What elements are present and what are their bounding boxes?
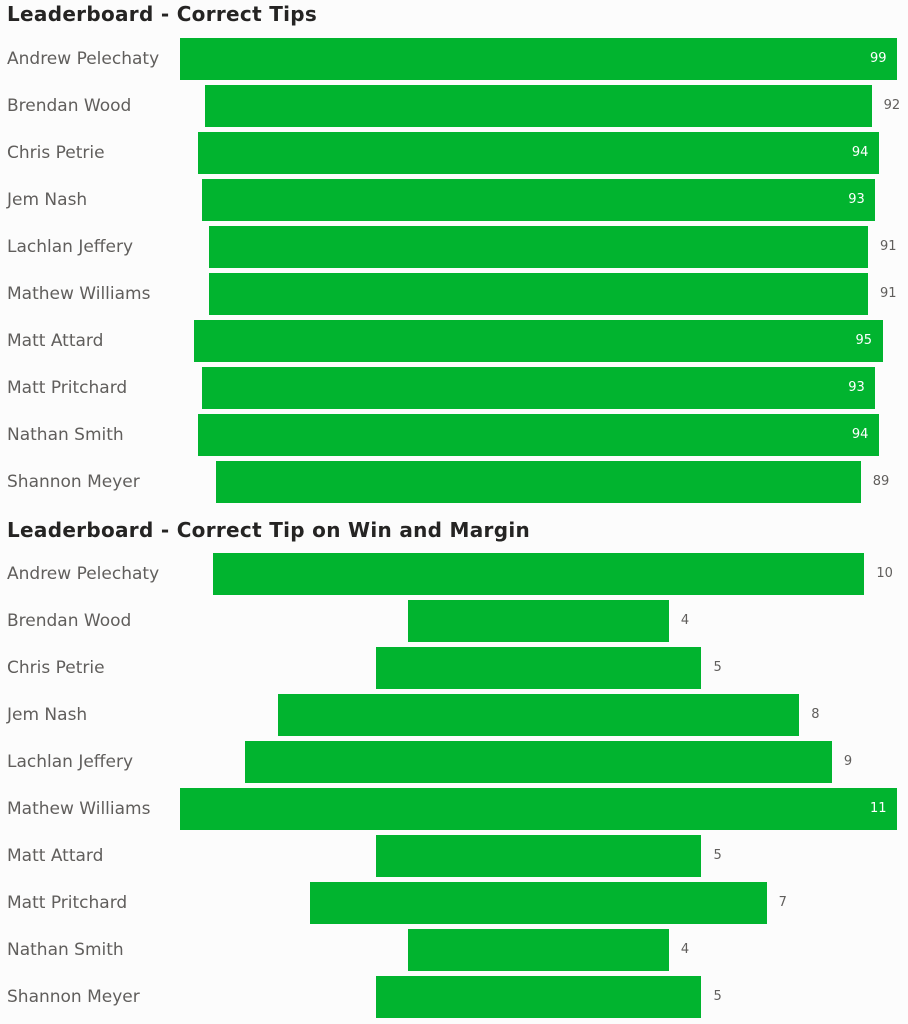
category-label: Nathan Smith xyxy=(7,425,124,445)
data-label: 9 xyxy=(843,754,853,769)
chart-title: Leaderboard - Correct Tips xyxy=(7,2,318,26)
category-label: Chris Petrie xyxy=(7,143,105,163)
bar[interactable] xyxy=(208,273,869,315)
bar[interactable] xyxy=(180,38,897,80)
data-label: 5 xyxy=(713,660,722,675)
bar[interactable] xyxy=(198,132,879,174)
bar[interactable] xyxy=(408,929,669,971)
bar[interactable] xyxy=(205,85,872,127)
bar[interactable] xyxy=(408,600,669,642)
bar[interactable] xyxy=(277,694,800,736)
category-label: Matt Pritchard xyxy=(7,893,128,913)
category-label: Matt Attard xyxy=(7,846,104,866)
category-label: Jem Nash xyxy=(7,705,88,725)
bar[interactable] xyxy=(212,553,865,595)
data-label: 93 xyxy=(848,192,865,207)
data-label: 89 xyxy=(872,474,890,489)
bar[interactable] xyxy=(208,226,869,268)
category-label: Brendan Wood xyxy=(7,611,132,631)
data-label: 93 xyxy=(848,380,865,395)
chart-title: Leaderboard - Correct Tip on Win and Mar… xyxy=(7,518,531,542)
correct-tip-win-margin-chart: Leaderboard - Correct Tip on Win and Mar… xyxy=(0,515,908,1024)
data-label: 5 xyxy=(713,989,722,1004)
category-label: Shannon Meyer xyxy=(7,472,140,492)
data-label: 92 xyxy=(883,98,901,113)
bar[interactable] xyxy=(194,320,883,362)
bar[interactable] xyxy=(375,647,702,689)
data-label: 8 xyxy=(811,707,820,722)
bar[interactable] xyxy=(201,179,876,221)
bar[interactable] xyxy=(198,414,879,456)
bar[interactable] xyxy=(375,976,702,1018)
data-label: 4 xyxy=(680,942,690,957)
data-label: 94 xyxy=(851,427,869,442)
data-label: 91 xyxy=(880,239,897,254)
data-label: 11 xyxy=(870,801,887,816)
category-label: Chris Petrie xyxy=(7,658,105,678)
data-label: 5 xyxy=(713,848,722,863)
category-label: Lachlan Jeffery xyxy=(7,237,134,257)
category-label: Andrew Pelechaty xyxy=(7,564,160,584)
category-label: Nathan Smith xyxy=(7,940,124,960)
data-label: 7 xyxy=(778,895,787,910)
category-label: Matt Attard xyxy=(7,331,104,351)
data-label: 94 xyxy=(851,145,869,160)
bar[interactable] xyxy=(216,461,861,503)
category-label: Brendan Wood xyxy=(7,96,132,116)
bar[interactable] xyxy=(180,788,897,830)
category-label: Andrew Pelechaty xyxy=(7,49,160,69)
correct-tips-chart: Leaderboard - Correct Tips Andrew Pelech… xyxy=(0,0,908,510)
bar[interactable] xyxy=(310,882,767,924)
bar[interactable] xyxy=(245,741,832,783)
category-label: Lachlan Jeffery xyxy=(7,752,134,772)
bar[interactable] xyxy=(375,835,702,877)
category-label: Jem Nash xyxy=(7,190,88,210)
category-label: Mathew Williams xyxy=(7,284,151,304)
data-label: 95 xyxy=(855,333,873,348)
category-label: Matt Pritchard xyxy=(7,378,128,398)
category-label: Mathew Williams xyxy=(7,799,151,819)
data-label: 10 xyxy=(876,566,893,581)
category-label: Shannon Meyer xyxy=(7,987,140,1007)
bar[interactable] xyxy=(201,367,876,409)
data-label: 99 xyxy=(870,51,887,66)
data-label: 4 xyxy=(680,613,690,628)
data-label: 91 xyxy=(880,286,897,301)
